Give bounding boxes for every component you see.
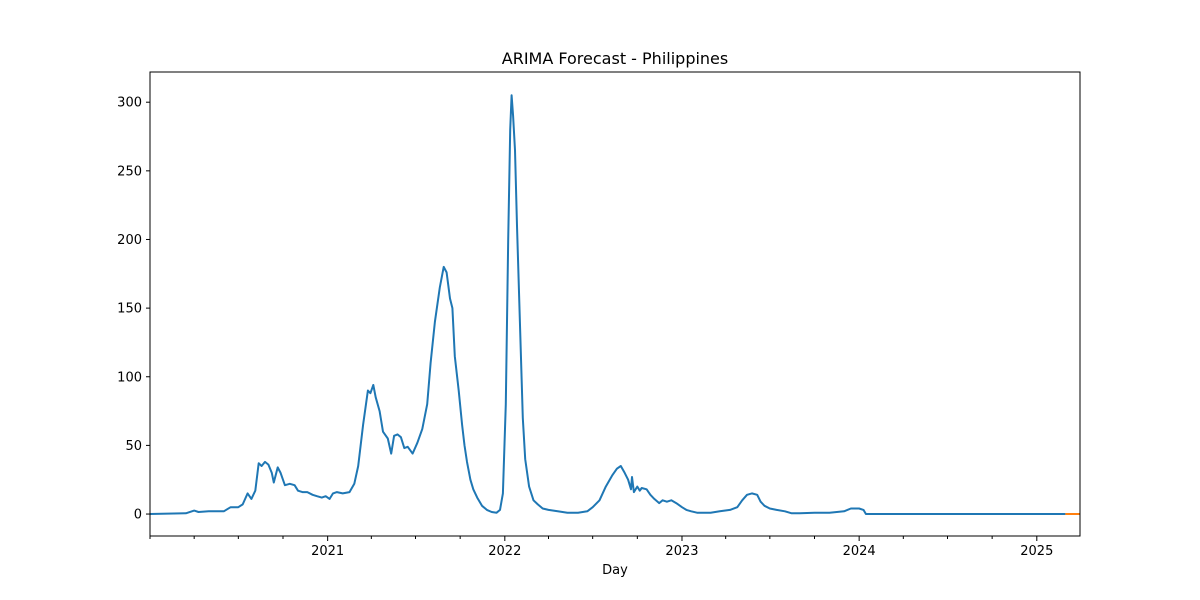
x-tick-label: 2023 bbox=[665, 544, 698, 559]
y-tick-label: 0 bbox=[134, 508, 142, 523]
y-tick-label: 250 bbox=[117, 164, 142, 179]
plot-frame bbox=[149, 71, 1081, 537]
x-axis: 2021 2022 2023 2024 2025 bbox=[149, 536, 1053, 559]
chart-title: ARIMA Forecast - Philippines bbox=[502, 49, 728, 68]
y-tick-label: 300 bbox=[117, 96, 142, 111]
y-tick-label: 200 bbox=[117, 233, 142, 248]
y-axis: 0 50 100 150 200 250 300 bbox=[117, 96, 150, 523]
x-axis-label: Day bbox=[602, 563, 628, 578]
y-tick-label: 50 bbox=[125, 439, 142, 454]
y-tick-label: 150 bbox=[117, 302, 142, 317]
x-tick-label: 2024 bbox=[843, 544, 876, 559]
x-tick-label: 2025 bbox=[1020, 544, 1053, 559]
y-tick-label: 100 bbox=[117, 370, 142, 385]
x-tick-label: 2021 bbox=[311, 544, 344, 559]
x-tick-label: 2022 bbox=[488, 544, 521, 559]
observed-series-line bbox=[149, 94, 1066, 515]
plot-area bbox=[149, 94, 1080, 515]
